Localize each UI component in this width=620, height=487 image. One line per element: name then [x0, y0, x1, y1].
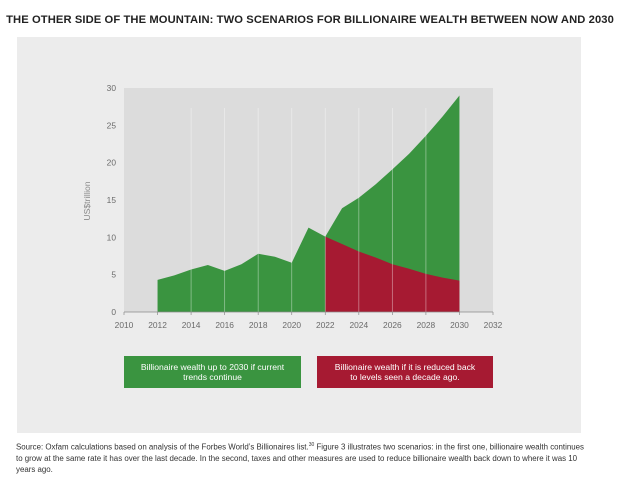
chart-title: THE OTHER SIDE OF THE MOUNTAIN: TWO SCEN…: [6, 14, 614, 26]
x-tick-label: 2026: [383, 320, 402, 330]
legend-label-reduced-levels: Billionaire wealth if it is reduced back…: [334, 361, 476, 383]
source-text-suffix: Figure 3 illustrates two scenarios: in t…: [16, 442, 584, 475]
y-tick-label: 10: [107, 232, 117, 242]
x-tick-label: 2024: [349, 320, 368, 330]
x-tick-label: 2020: [282, 320, 301, 330]
source-note: Source: Oxfam calculations based on anal…: [16, 440, 591, 475]
x-tick-label: 2030: [450, 320, 469, 330]
y-tick-label: 5: [111, 270, 116, 280]
x-tick-label: 2018: [249, 320, 268, 330]
y-tick-label: 30: [107, 83, 117, 93]
x-tick-label: 2016: [215, 320, 234, 330]
x-tick-label: 2032: [484, 320, 503, 330]
y-tick-label: 25: [107, 120, 117, 130]
y-tick-label: 0: [111, 307, 116, 317]
legend-item-reduced-levels: Billionaire wealth if it is reduced back…: [317, 356, 493, 388]
x-tick-label: 2022: [316, 320, 335, 330]
x-tick-label: 2012: [148, 320, 167, 330]
footnote-marker: 30: [308, 442, 315, 448]
source-text-prefix: Source: Oxfam calculations based on anal…: [16, 442, 309, 452]
area-series-current-trends: [157, 95, 460, 312]
legend-label-current-trends: Billionaire wealth up to 2030 if current…: [140, 361, 285, 383]
y-tick-label: 15: [107, 195, 117, 205]
area-series-reduced-levels: [325, 236, 460, 312]
y-tick-label: 20: [107, 158, 117, 168]
x-tick-label: 2010: [115, 320, 134, 330]
y-axis-label: US$trillion: [82, 181, 92, 220]
legend-item-current-trends: Billionaire wealth up to 2030 if current…: [124, 356, 301, 388]
x-tick-label: 2014: [182, 320, 201, 330]
x-tick-label: 2028: [417, 320, 436, 330]
